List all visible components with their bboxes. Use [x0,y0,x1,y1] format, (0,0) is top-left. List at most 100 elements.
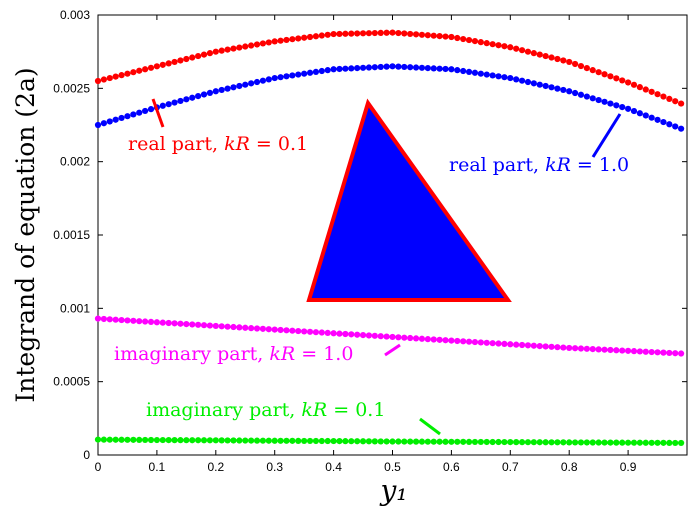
data-point [601,98,608,105]
data-point [324,437,331,445]
data-point [471,69,479,76]
data-point [283,327,290,334]
data-point [465,338,473,345]
data-point [542,52,549,60]
data-point [177,57,184,64]
data-point [442,438,449,445]
data-point [124,113,131,120]
data-point [94,77,102,85]
data-point [359,64,367,71]
data-point [448,33,455,41]
data-point [495,42,502,49]
data-point [524,342,532,349]
data-point [607,439,614,446]
data-point [636,110,643,117]
data-point [265,76,272,83]
data-point [289,36,296,43]
data-point [130,69,137,76]
data-point [625,347,632,354]
data-point [183,321,190,328]
data-point [206,322,214,329]
data-point [324,67,331,74]
data-point [542,82,549,90]
data-point [195,52,202,60]
data-point [165,436,172,444]
data-point [424,438,431,445]
data-point [147,106,155,113]
data-point [153,436,160,444]
data-point [112,316,119,323]
y-axis-label: Integrand of equation (2a) [11,67,40,402]
data-point [654,439,661,446]
data-point [430,336,437,343]
data-point [548,439,555,446]
data-point [389,333,396,341]
data-point [448,337,455,344]
data-point [524,48,532,55]
data-point [142,107,149,115]
data-point [348,65,355,72]
data-point [619,439,626,446]
data-point [106,74,113,82]
data-point [389,29,396,36]
data-point [454,34,461,42]
data-point [430,32,437,39]
data-point [277,74,284,81]
data-point [253,325,261,332]
data-point [200,322,208,329]
data-point [112,436,119,443]
data-point [348,438,355,445]
data-point [189,321,196,328]
data-point [330,330,337,337]
data-point [295,35,302,42]
data-point [106,316,113,323]
data-point [636,439,643,446]
data-point [589,346,596,353]
data-point [301,328,308,335]
data-point [248,42,255,49]
data-point [230,437,237,444]
data-point [118,436,125,443]
data-point [442,65,449,73]
data-point [224,323,231,330]
data-point [218,47,225,54]
data-point [524,439,532,446]
data-point [354,331,361,338]
data-point [171,58,178,66]
data-point [507,438,514,446]
data-point [589,95,596,102]
data-point [100,315,107,323]
data-point [407,64,414,71]
data-point [177,97,184,105]
data-point [365,64,373,71]
data-point [195,321,202,328]
data-point [507,74,514,82]
data-point [454,438,461,445]
data-point [371,64,378,71]
data-point [619,104,626,111]
data-point [348,30,355,37]
data-point [189,437,196,444]
data-point [230,84,237,91]
data-point [142,66,149,73]
data-point [106,118,113,125]
data-point [259,77,267,84]
data-point [342,30,349,37]
data-point [507,44,514,51]
data-point [195,437,202,444]
data-point [636,348,643,355]
x-tick-label: 0.8 [561,460,578,474]
y-tick-label: 0 [83,448,90,462]
data-point [236,44,243,51]
data-point [165,60,172,67]
data-point [177,437,184,444]
data-point [501,43,508,50]
data-point [224,437,231,444]
data-point [206,437,214,444]
leader-line-imag-kr01 [419,417,441,436]
data-point [200,91,208,98]
data-point [625,79,632,86]
data-point [165,319,172,327]
data-point [660,349,667,356]
